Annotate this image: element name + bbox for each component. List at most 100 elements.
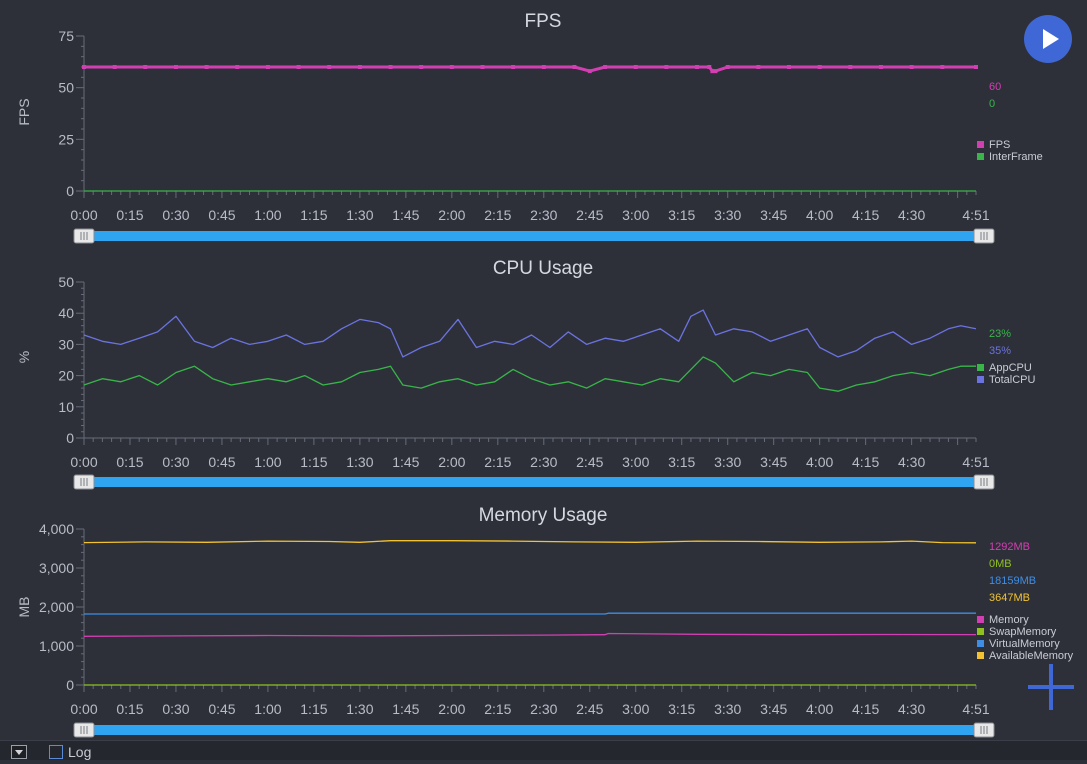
x-tick-label: 3:45	[760, 454, 787, 470]
data-point-fps	[695, 65, 700, 69]
range-slider-track	[86, 725, 976, 735]
data-point-fps	[235, 65, 240, 69]
range-slider-track	[86, 477, 976, 487]
x-tick-label: 3:15	[668, 701, 695, 717]
collapse-button[interactable]	[11, 745, 27, 759]
data-point-fps	[265, 65, 270, 69]
x-tick-label: 4:51	[962, 454, 989, 470]
x-tick-label: 0:15	[116, 701, 143, 717]
legend-swatch	[977, 376, 984, 383]
x-tick-label: 0:15	[116, 207, 143, 223]
current-value-label: 0MB	[989, 558, 1012, 570]
x-tick-label: 3:15	[668, 454, 695, 470]
data-point-fps	[633, 65, 638, 69]
play-icon	[1043, 29, 1059, 49]
x-tick-label: 3:00	[622, 701, 649, 717]
y-tick-label: 3,000	[39, 560, 74, 576]
data-point-fps	[664, 65, 669, 69]
x-tick-label: 2:30	[530, 454, 557, 470]
current-value-label: 35%	[989, 345, 1011, 357]
legend-label: FPS	[989, 139, 1010, 151]
data-point-fps	[603, 65, 608, 69]
x-tick-label: 1:00	[254, 207, 281, 223]
add-chart-button[interactable]	[1028, 664, 1074, 710]
x-tick-label: 0:45	[208, 207, 235, 223]
x-tick-label: 0:00	[70, 454, 97, 470]
data-point-fps	[480, 65, 485, 69]
log-label: Log	[68, 744, 92, 760]
data-point-fps	[296, 65, 301, 69]
x-tick-label: 2:45	[576, 701, 603, 717]
x-tick-label: 1:30	[346, 454, 373, 470]
x-tick-label: 3:00	[622, 454, 649, 470]
data-point-fps	[449, 65, 454, 69]
data-point-fps	[756, 65, 761, 69]
x-tick-label: 3:45	[760, 701, 787, 717]
y-tick-label: 20	[58, 368, 74, 384]
x-tick-label: 3:00	[622, 207, 649, 223]
data-point-fps	[707, 65, 712, 69]
play-button[interactable]	[1024, 15, 1072, 63]
data-point-fps	[848, 65, 853, 69]
x-tick-label: 4:15	[852, 207, 879, 223]
data-point-fps	[725, 65, 730, 69]
y-tick-label: 2,000	[39, 599, 74, 615]
x-tick-label: 2:15	[484, 454, 511, 470]
current-value-label: 60	[989, 81, 1001, 93]
x-tick-label: 4:00	[806, 207, 833, 223]
series-line-fps	[84, 65, 976, 73]
x-tick-label: 1:30	[346, 207, 373, 223]
x-tick-label: 3:45	[760, 207, 787, 223]
chart-title: CPU Usage	[493, 258, 593, 279]
data-point-fps	[909, 65, 914, 69]
chart-title: Memory Usage	[479, 505, 608, 526]
x-tick-label: 2:00	[438, 454, 465, 470]
y-tick-label: 25	[58, 131, 74, 147]
data-point-fps	[143, 65, 148, 69]
y-tick-label: 75	[58, 28, 74, 44]
x-tick-label: 2:15	[484, 207, 511, 223]
x-tick-label: 0:00	[70, 207, 97, 223]
y-tick-label: 1,000	[39, 638, 74, 654]
x-tick-label: 1:45	[392, 454, 419, 470]
data-point-fps	[713, 69, 718, 74]
legend-swatch	[977, 640, 984, 647]
series-line-totalcpu	[83, 309, 977, 358]
x-tick-label: 4:51	[962, 207, 989, 223]
y-tick-label: 10	[58, 399, 74, 415]
x-tick-label: 2:45	[576, 454, 603, 470]
y-tick-label: 40	[58, 305, 74, 321]
x-tick-label: 4:15	[852, 701, 879, 717]
x-tick-label: 4:00	[806, 454, 833, 470]
y-tick-label: 4,000	[39, 521, 74, 537]
x-tick-label: 4:30	[898, 454, 925, 470]
x-tick-label: 4:51	[962, 701, 989, 717]
legend-swatch	[977, 141, 984, 148]
current-value-label: 1292MB	[989, 541, 1030, 553]
data-point-fps	[974, 65, 978, 69]
legend-label: AppCPU	[989, 362, 1032, 374]
series-line-virtualmemory	[84, 612, 976, 615]
y-tick-label: 0	[66, 677, 74, 693]
series-line-memory	[83, 632, 977, 637]
x-tick-label: 4:15	[852, 454, 879, 470]
x-tick-label: 2:15	[484, 701, 511, 717]
log-checkbox[interactable]	[49, 745, 63, 759]
data-point-fps	[817, 65, 822, 69]
data-point-fps	[710, 69, 715, 74]
x-tick-label: 1:15	[300, 207, 327, 223]
legend-swatch	[977, 364, 984, 371]
y-tick-label: 50	[58, 80, 74, 96]
data-point-fps	[940, 65, 945, 69]
x-tick-label: 2:00	[438, 207, 465, 223]
x-tick-label: 0:00	[70, 701, 97, 717]
legend-label: VirtualMemory	[989, 638, 1060, 650]
x-tick-label: 4:30	[898, 701, 925, 717]
data-point-fps	[327, 65, 332, 69]
x-tick-label: 3:30	[714, 207, 741, 223]
x-tick-label: 3:30	[714, 701, 741, 717]
bottom-bar: Log	[0, 740, 1087, 760]
x-tick-label: 1:45	[392, 207, 419, 223]
x-tick-label: 3:15	[668, 207, 695, 223]
series-line-appcpu	[83, 356, 976, 392]
